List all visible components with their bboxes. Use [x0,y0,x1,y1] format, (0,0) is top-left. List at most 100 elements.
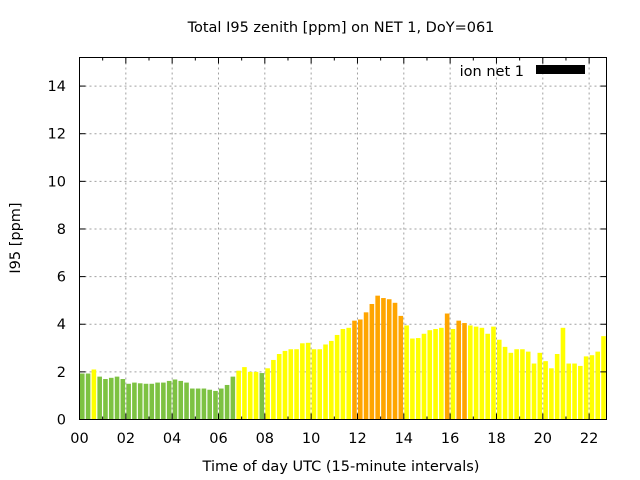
bar [242,367,247,420]
bar [560,327,566,420]
bar [120,379,126,420]
bar [491,326,496,420]
bar [172,379,178,420]
bar [224,384,230,420]
bar [520,349,525,420]
bar [329,340,334,420]
bar [137,383,143,420]
bar [259,373,265,420]
bar [578,365,583,420]
y-tick-label: 8 [57,222,66,238]
bar [97,376,102,420]
bar [601,336,606,420]
bar [103,379,108,420]
bar [149,383,155,420]
bar [132,382,137,420]
bar [439,327,444,420]
bar [271,359,276,420]
y-axis-label: I95 [ppm] [8,202,24,273]
bar [300,343,305,420]
bar [531,363,537,420]
bar [334,334,340,420]
y-tick-label: 14 [48,79,66,95]
bar [294,349,299,420]
bar [456,320,462,420]
y-tick-label: 0 [57,413,66,429]
bar [369,303,375,420]
bar [421,333,427,420]
bar [363,312,369,420]
bar [166,380,172,420]
x-tick-label: 08 [256,431,274,447]
bar [473,326,479,420]
y-tick-label: 6 [57,270,66,286]
bar [468,325,473,420]
bars [80,295,606,420]
y-tick-label: 10 [48,174,66,190]
bar [502,346,508,420]
bar [91,369,97,420]
bar [218,388,224,420]
chart-title: Total I95 zenith [ppm] on NET 1, DoY=061 [187,20,495,36]
bar [508,352,514,420]
y-tick-label: 4 [57,317,66,333]
bar [317,349,323,420]
bar [479,327,485,420]
x-tick-label: 20 [534,431,552,447]
y-tick-label: 2 [57,365,66,381]
bar [143,383,149,420]
y-axis-ticks: 0 2 4 6 8 10 12 14 [48,79,607,429]
bar [485,333,490,420]
bar [305,342,311,420]
bar [595,351,601,420]
bar [514,349,519,420]
legend: ion net 1 [460,64,585,80]
bar [213,390,218,420]
bar [311,349,317,420]
x-tick-label: 22 [580,431,598,447]
bar [126,383,131,420]
bar [80,373,85,420]
bar [247,371,253,420]
bar [375,295,380,420]
bar [543,361,548,420]
bar [450,329,456,420]
bar [583,356,589,420]
x-tick-label: 12 [348,431,366,447]
bar [415,338,421,420]
bar [161,382,166,420]
bar [108,377,114,420]
bar [572,363,577,420]
bar [496,339,502,420]
bar [85,373,91,420]
bar [352,320,357,420]
x-tick-label: 04 [163,431,181,447]
bar [444,313,450,420]
bar [230,376,236,420]
bar [566,363,572,420]
grid-lines [79,57,607,420]
bar [184,382,189,420]
bar [340,329,346,420]
bar [386,299,392,420]
bar [207,389,212,420]
bar [114,376,120,420]
bar [265,368,270,420]
bar [276,354,282,420]
bar [427,330,433,420]
y-tick-label: 12 [48,127,66,143]
bar [554,354,560,420]
bar [410,338,415,420]
bar [282,350,288,420]
bar [549,368,554,420]
bar [433,329,438,420]
bar [323,344,328,420]
bar [589,355,595,420]
x-tick-label: 14 [395,431,413,447]
bar [288,349,294,420]
bar [381,298,386,420]
bar [357,319,363,420]
bar [525,351,531,420]
bar [178,380,184,420]
